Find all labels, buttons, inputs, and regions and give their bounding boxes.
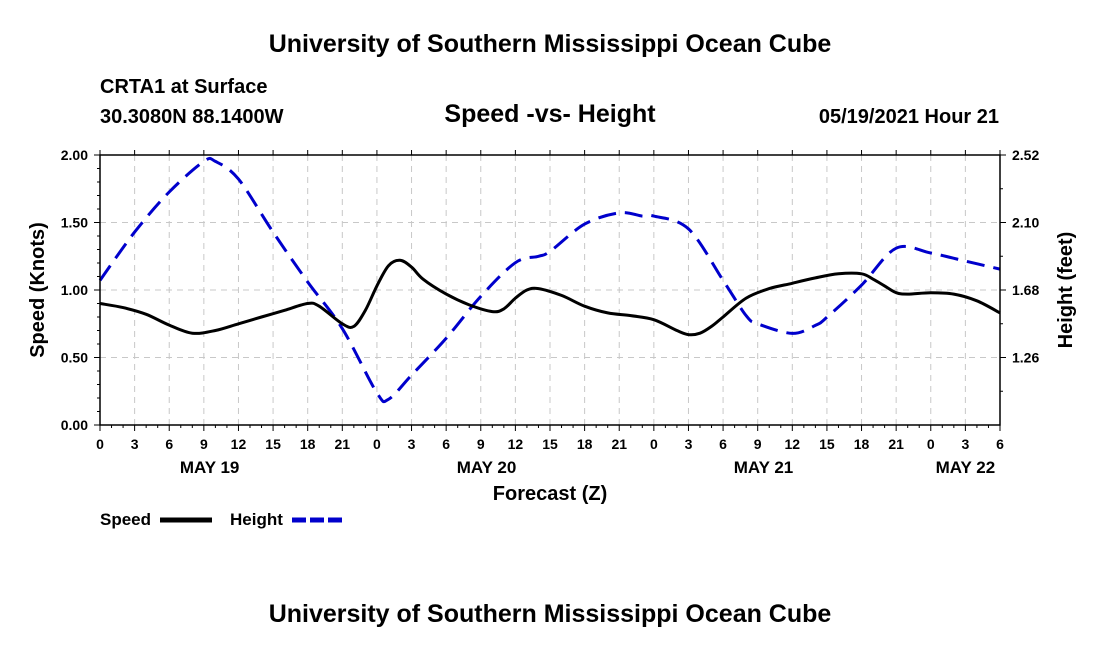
y2-tick-label: 2.52 [1012, 147, 1039, 163]
day-label: MAY 20 [457, 458, 517, 477]
grid-lines [100, 155, 1000, 425]
series-line-height [98, 156, 1001, 404]
x-tick-label: 0 [373, 436, 381, 452]
forecast-datetime: 05/19/2021 Hour 21 [818, 106, 999, 128]
x-tick-label: 15 [819, 436, 835, 452]
x-tick-label: 6 [442, 436, 450, 452]
y2-tick-label: 1.26 [1012, 350, 1039, 366]
y-axis-label: Speed (Knots) [27, 222, 49, 358]
chart-title: Speed -vs- Height [444, 100, 656, 128]
axis-ticks: 0 3 6 9 12 15 18 21 0 3 6 9 12 15 18 21 0 3 6 9 12 15 18 21 0 3 6M… [61, 147, 1040, 477]
y2-tick-label: 1.68 [1012, 282, 1039, 298]
x-tick-label: 12 [508, 436, 524, 452]
coordinates-label: 30.3080N 88.1400W [100, 106, 284, 128]
y2-tick-label: 2.10 [1012, 215, 1039, 231]
x-tick-label: 18 [577, 436, 593, 452]
footer-title: University of Southern Mississippi Ocean… [268, 600, 832, 628]
x-tick-label: 0 [96, 436, 104, 452]
legend-label-height: Height [230, 510, 283, 529]
y-tick-label: 0.50 [61, 350, 88, 366]
x-tick-label: 3 [961, 436, 969, 452]
x-tick-label: 6 [996, 436, 1004, 452]
x-axis-label: Forecast (Z) [493, 483, 607, 505]
station-label: CRTA1 at Surface [100, 76, 268, 98]
legend: Speed Height [100, 510, 344, 529]
day-label: MAY 19 [180, 458, 240, 477]
x-tick-label: 0 [927, 436, 935, 452]
day-label: MAY 22 [936, 458, 996, 477]
x-tick-label: 15 [542, 436, 558, 452]
x-tick-label: 21 [611, 436, 627, 452]
y-tick-label: 1.00 [61, 282, 88, 298]
y-tick-label: 0.00 [61, 417, 88, 433]
x-tick-label: 21 [888, 436, 904, 452]
series-layer [98, 156, 1001, 404]
x-tick-label: 9 [477, 436, 485, 452]
x-tick-label: 3 [685, 436, 693, 452]
x-tick-label: 6 [719, 436, 727, 452]
day-label: MAY 21 [734, 458, 794, 477]
y-tick-label: 1.50 [61, 215, 88, 231]
legend-label-speed: Speed [100, 510, 151, 529]
x-tick-label: 12 [785, 436, 801, 452]
x-tick-label: 18 [854, 436, 870, 452]
x-tick-label: 21 [335, 436, 351, 452]
x-tick-label: 9 [754, 436, 762, 452]
page-title: University of Southern Mississippi Ocean… [268, 30, 832, 58]
x-tick-label: 6 [165, 436, 173, 452]
x-tick-label: 12 [231, 436, 247, 452]
x-tick-label: 3 [131, 436, 139, 452]
y-tick-label: 2.00 [61, 147, 88, 163]
x-tick-label: 0 [650, 436, 658, 452]
x-tick-label: 15 [265, 436, 281, 452]
y2-axis-label: Height (feet) [1055, 232, 1077, 349]
x-tick-label: 9 [200, 436, 208, 452]
series-line-speed [99, 258, 1001, 337]
x-tick-label: 3 [408, 436, 416, 452]
x-tick-label: 18 [300, 436, 316, 452]
